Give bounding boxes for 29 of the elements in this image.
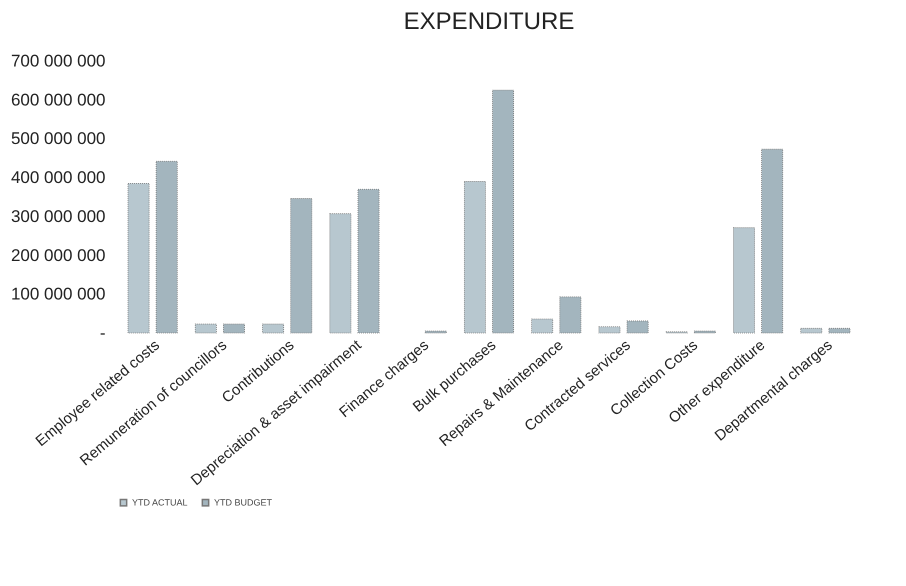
y-tick-label: 700 000 000 [10,52,106,70]
chart-title: EXPENDITURE [404,8,574,35]
bar [156,160,178,334]
bar [531,318,554,334]
bar [329,213,352,334]
bar [559,296,582,334]
legend-label: YTD ACTUAL [132,498,188,508]
bar [733,227,755,334]
bar [464,181,486,334]
bar [290,198,312,334]
bar [626,320,649,334]
bar [262,324,284,334]
bar [358,188,380,334]
bar [128,183,150,334]
legend-label: YTD BUDGET [214,498,273,508]
bar [598,326,620,334]
bar [800,328,822,334]
bar [761,148,784,334]
y-tick-label: 600 000 000 [10,90,106,110]
y-tick-label: 300 000 000 [10,206,106,226]
bar [194,324,217,334]
bar [828,328,850,334]
y-tick-label: 100 000 000 [10,284,106,304]
y-tick-label: 400 000 000 [10,168,106,188]
y-tick-label: - [100,324,106,342]
y-tick-label: 500 000 000 [10,129,106,148]
y-tick-label: 200 000 000 [10,246,106,265]
bar [492,90,514,334]
bar [223,324,245,334]
